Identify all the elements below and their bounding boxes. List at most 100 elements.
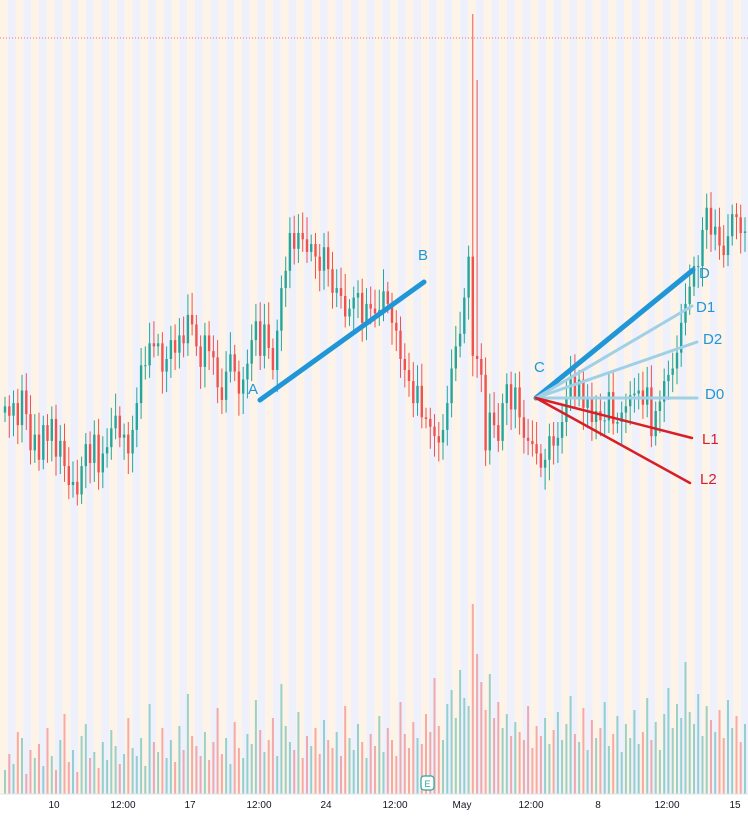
volume-bar bbox=[361, 742, 364, 794]
volume-bar bbox=[301, 758, 304, 794]
candle-body bbox=[88, 444, 92, 463]
volume-bar bbox=[29, 750, 32, 794]
session-band bbox=[709, 0, 718, 794]
volume-bar bbox=[488, 674, 491, 794]
volume-bar bbox=[727, 700, 729, 794]
candle-body bbox=[242, 379, 245, 394]
session-band bbox=[241, 0, 250, 794]
candle-body bbox=[293, 233, 296, 249]
candle-body bbox=[692, 266, 696, 287]
candle-body bbox=[577, 379, 581, 397]
volume-bar bbox=[467, 706, 470, 794]
x-axis: 10 12:00 17 12:00 24 12:00 May 12:00 8 1… bbox=[48, 800, 741, 811]
candle-body bbox=[271, 348, 275, 370]
candle-body bbox=[327, 247, 330, 270]
candle-body bbox=[463, 297, 466, 334]
trend-lines[interactable] bbox=[257, 267, 699, 485]
volume-bar bbox=[38, 744, 40, 794]
candle-body bbox=[714, 226, 717, 235]
candle-body bbox=[361, 292, 364, 323]
session-band bbox=[46, 0, 55, 794]
volume-bar bbox=[55, 770, 57, 794]
candle-body bbox=[344, 296, 347, 317]
volume-bar bbox=[510, 736, 513, 794]
candle-body bbox=[101, 453, 104, 473]
trend-line-c-l2[interactable] bbox=[534, 396, 692, 485]
volume-bar bbox=[641, 732, 644, 794]
session-band bbox=[171, 0, 180, 794]
volume-bar bbox=[501, 728, 504, 794]
candle-body bbox=[620, 412, 623, 422]
volume-bar bbox=[76, 772, 79, 794]
candle-body bbox=[254, 321, 258, 341]
volume-bar bbox=[118, 764, 121, 794]
candle-body bbox=[335, 288, 338, 293]
volume-bar bbox=[80, 736, 83, 794]
session-band bbox=[304, 0, 312, 794]
volume-bar bbox=[59, 740, 62, 794]
volume-bar bbox=[612, 734, 615, 794]
volume-bar bbox=[254, 700, 257, 794]
trend-line-c-l1[interactable] bbox=[534, 396, 694, 440]
volume-bar bbox=[195, 746, 198, 794]
session-band bbox=[234, 0, 242, 794]
candle-body bbox=[386, 291, 389, 304]
volume-bar bbox=[590, 720, 593, 794]
candle-body bbox=[603, 420, 606, 422]
session-band bbox=[343, 0, 351, 794]
volume-bar bbox=[212, 742, 215, 794]
candle-body bbox=[356, 292, 360, 298]
volume-bar bbox=[220, 754, 223, 794]
volume-bar bbox=[280, 684, 283, 794]
earnings-marker-box[interactable] bbox=[420, 775, 435, 791]
candle-body bbox=[25, 390, 28, 415]
session-band bbox=[93, 0, 102, 794]
volume-bar bbox=[539, 736, 542, 794]
session-band bbox=[429, 0, 437, 794]
session-band bbox=[421, 0, 429, 794]
volume-bar bbox=[101, 742, 104, 794]
candle-body bbox=[684, 303, 687, 323]
volume-bar bbox=[72, 750, 74, 794]
session-band bbox=[366, 0, 375, 794]
point-label-c: C bbox=[534, 359, 545, 376]
candle-body bbox=[267, 324, 270, 348]
trend-line-c-d1[interactable] bbox=[534, 304, 694, 400]
session-band bbox=[522, 0, 531, 794]
volume-bar bbox=[735, 716, 738, 794]
session-band bbox=[405, 0, 414, 794]
volume-bar bbox=[378, 716, 381, 794]
trend-line-a-b[interactable] bbox=[257, 279, 427, 403]
trend-line-c-d[interactable] bbox=[533, 267, 696, 401]
volume-bar bbox=[314, 728, 317, 794]
volume-bar bbox=[276, 756, 279, 794]
volume-bar bbox=[650, 740, 653, 794]
candle-body bbox=[390, 303, 394, 323]
volume-bar bbox=[663, 714, 666, 794]
trend-line-c-d2[interactable] bbox=[534, 340, 699, 400]
volume-bar bbox=[718, 710, 721, 794]
candle-body bbox=[416, 385, 419, 404]
volume-bar bbox=[237, 748, 240, 794]
volume-bar bbox=[531, 748, 534, 794]
volume-bar bbox=[310, 746, 313, 794]
volume-bar bbox=[586, 750, 589, 794]
volume-bar bbox=[688, 712, 691, 794]
candle-body bbox=[543, 459, 547, 468]
candle-body bbox=[722, 245, 725, 256]
candle-body bbox=[20, 390, 24, 426]
session-band bbox=[452, 0, 461, 794]
candle-body bbox=[590, 396, 594, 422]
candle-body bbox=[743, 231, 747, 233]
volume-bar bbox=[152, 742, 155, 794]
volume-bar bbox=[556, 712, 559, 794]
volume-bar bbox=[425, 714, 427, 794]
candle-body bbox=[488, 412, 491, 451]
candle-body bbox=[71, 481, 75, 485]
candle-body bbox=[284, 270, 287, 289]
volume-bar bbox=[144, 766, 147, 794]
candle-body bbox=[573, 376, 577, 397]
earnings-marker[interactable]: E bbox=[420, 775, 435, 791]
volume-bar bbox=[463, 698, 466, 794]
point-label-l2: L2 bbox=[700, 471, 717, 488]
